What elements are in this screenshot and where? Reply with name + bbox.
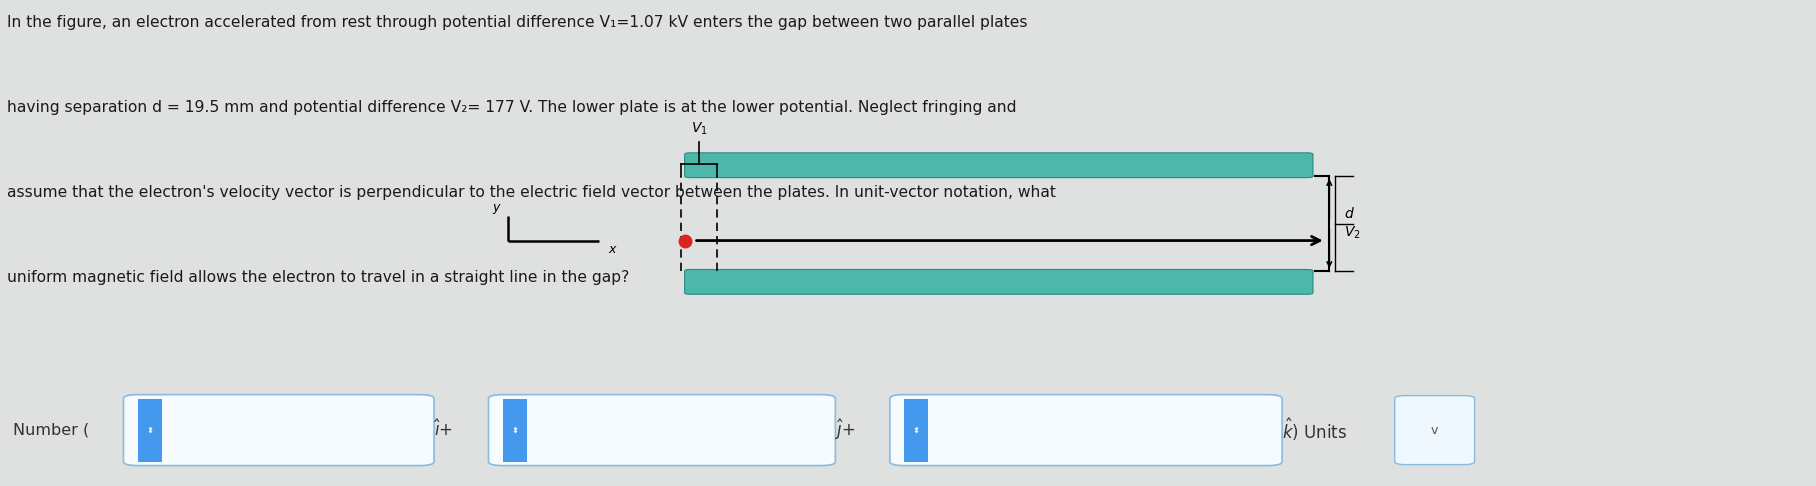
FancyBboxPatch shape [123,395,434,466]
FancyBboxPatch shape [685,269,1313,295]
FancyBboxPatch shape [1395,396,1475,465]
Text: $\hat{\imath}$+: $\hat{\imath}$+ [434,420,452,440]
Text: $\hat{k}$) Units: $\hat{k}$) Units [1282,417,1347,443]
FancyBboxPatch shape [489,395,835,466]
Text: $d$: $d$ [1344,207,1355,221]
Bar [138,399,162,462]
Text: uniform magnetic field allows the electron to travel in a straight line in the g: uniform magnetic field allows the electr… [7,270,630,285]
FancyBboxPatch shape [685,153,1313,177]
Text: $V_1$: $V_1$ [690,121,708,137]
Text: v: v [1431,424,1438,436]
FancyBboxPatch shape [890,395,1282,466]
Text: $V_2$: $V_2$ [1344,225,1360,242]
Text: Number (: Number ( [13,423,89,437]
Text: assume that the electron's velocity vector is perpendicular to the electric fiel: assume that the electron's velocity vect… [7,185,1057,200]
Text: y: y [492,201,499,214]
Text: In the figure, an electron accelerated from rest through potential difference V₁: In the figure, an electron accelerated f… [7,15,1028,30]
Bar [503,399,527,462]
Bar [904,399,928,462]
Text: ⬍: ⬍ [147,426,153,434]
Text: ⬍: ⬍ [512,426,518,434]
Text: $\hat{\jmath}$+: $\hat{\jmath}$+ [835,418,855,442]
Text: ⬍: ⬍ [913,426,919,434]
Text: x: x [608,243,616,256]
Text: having separation d = 19.5 mm and potential difference V₂= 177 V. The lower plat: having separation d = 19.5 mm and potent… [7,100,1017,115]
